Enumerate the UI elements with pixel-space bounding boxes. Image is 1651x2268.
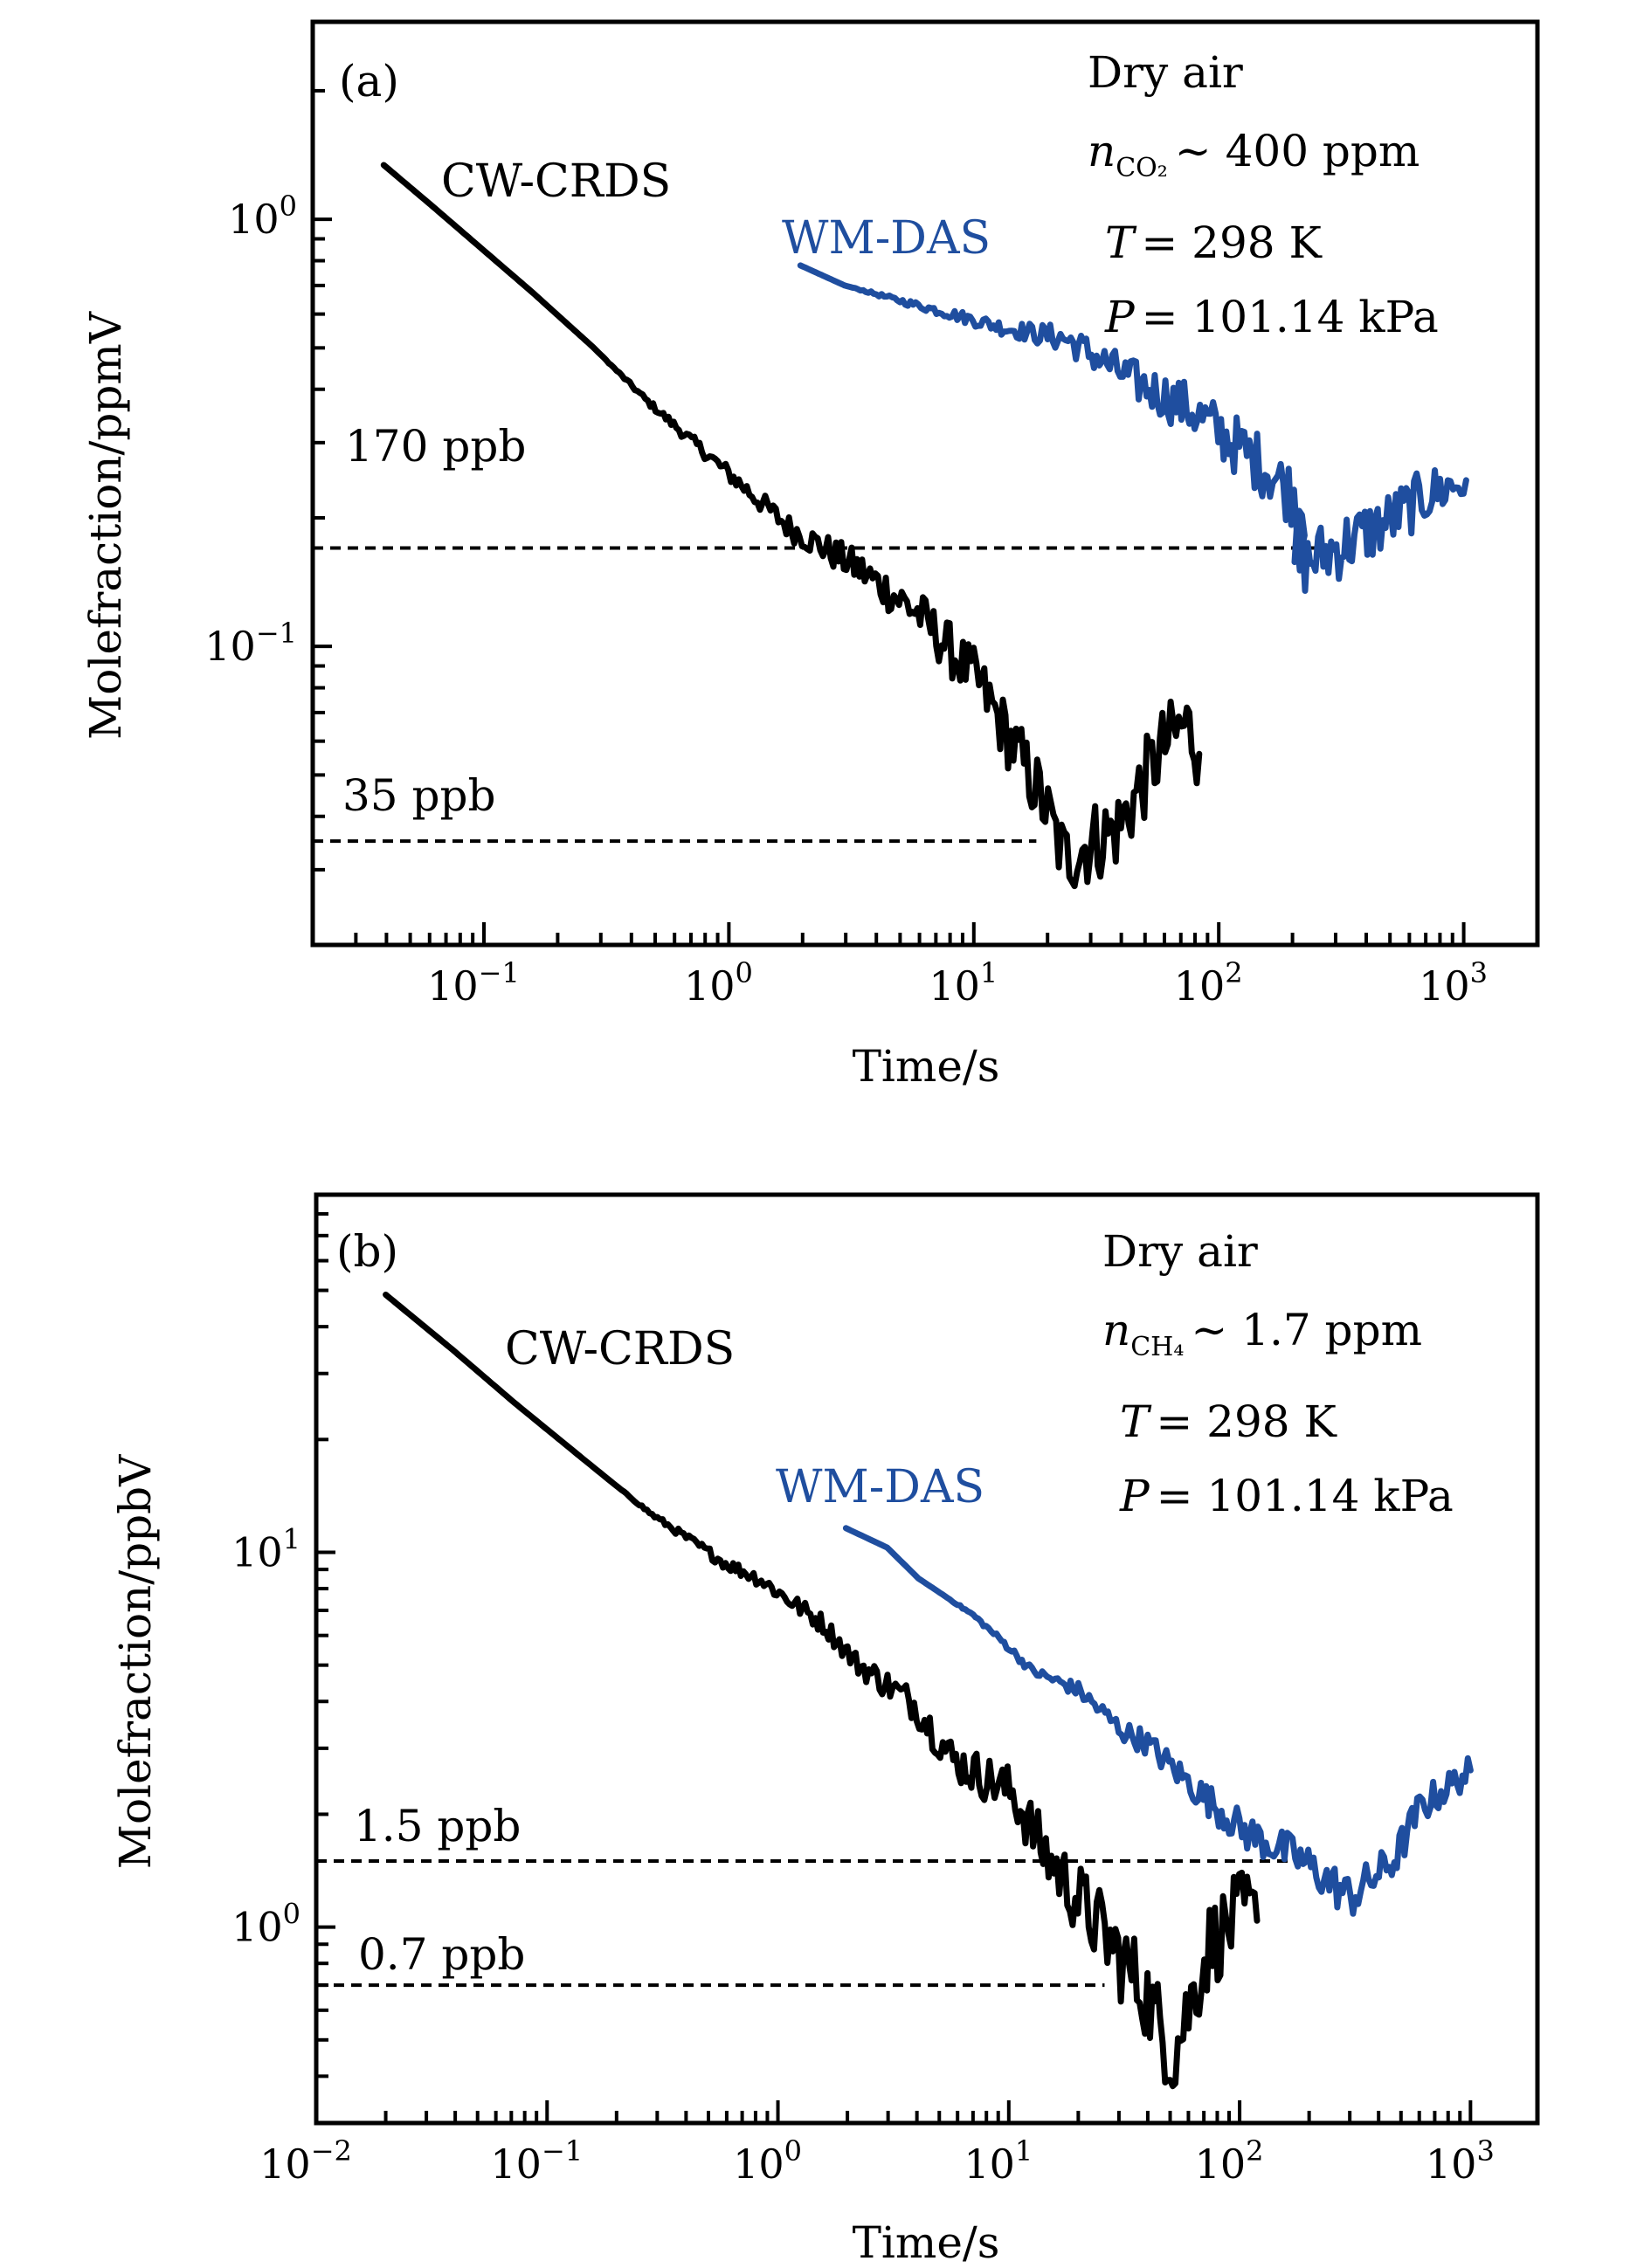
species-sub: CO₂ (1116, 153, 1168, 183)
temp-value: = 298 K (1156, 1396, 1337, 1447)
y-tick-label: 100 (231, 1898, 300, 1951)
panel-a-series-label-wmdas: WM-DAS (782, 212, 991, 265)
panel-a-plot-area (313, 162, 1469, 890)
x-tick-label: 100 (684, 956, 753, 1010)
x-tick-label: 101 (964, 2134, 1033, 2188)
panel-b-label: (b) (336, 1226, 398, 1277)
panel-a-ticks: 10−1 100 101 102 103 100 10−1 (204, 88, 1539, 1010)
panel-b-reference-label-0: 1.5 ppb (354, 1801, 521, 1851)
panel-a-reference-label-0: 170 ppb (345, 421, 526, 472)
panel-a-reference-label-1: 35 ppb (342, 770, 496, 821)
series-line-wm-das (797, 262, 1469, 594)
x-tick-label: 102 (1174, 956, 1243, 1010)
x-tick-label: 10−1 (427, 956, 520, 1010)
panel-a-y-axis-title: Molefraction/ppmV (80, 311, 131, 740)
panel-b-x-axis-title: Time/s (853, 2217, 1000, 2268)
panel-b-condition-gas: Dry air (1102, 1226, 1258, 1277)
x-tick-label: 103 (1419, 956, 1488, 1010)
panel-a-axes-frame (310, 19, 1540, 948)
series-line-cw-crds (383, 1292, 1261, 2090)
temp-value: = 298 K (1141, 217, 1323, 268)
x-tick-label: 10−2 (259, 2134, 352, 2188)
panel-b-conditions: Dry air nCH₄ ∼ 1.7 ppm T = 298 K P = 101.14… (1102, 1226, 1454, 1521)
x-tick-label: 100 (733, 2134, 802, 2188)
panel-b-reference-label-1: 0.7 ppb (358, 1929, 525, 1980)
series-line-wm-das (842, 1525, 1474, 1917)
temp-var: T (1120, 1396, 1152, 1447)
panel-b-condition-pressure: P = 101.14 kPa (1119, 1471, 1454, 1521)
panel-b-series-label-wmdas: WM-DAS (776, 1461, 984, 1513)
panel-b-axes-frame (314, 1192, 1540, 2126)
species-value: ∼ 400 ppm (1175, 126, 1420, 176)
panel-a-label: (a) (339, 56, 399, 107)
temp-var: T (1105, 217, 1137, 268)
pressure-var: P (1104, 292, 1136, 342)
panel-a-x-axis-title: Time/s (853, 1041, 1000, 1092)
x-tick-label: 102 (1195, 2134, 1264, 2188)
panel-a-condition-species: nCO₂ ∼ 400 ppm (1088, 126, 1420, 183)
species-value: ∼ 1.7 ppm (1191, 1305, 1422, 1355)
panel-a-condition-pressure: P = 101.14 kPa (1104, 292, 1439, 342)
panel-a-series-label-cwcrds: CW-CRDS (441, 155, 671, 208)
pressure-value: = 101.14 kPa (1157, 1471, 1454, 1521)
panel-a: 10−1 100 101 102 103 100 10−1 (a) CW-CRDS WM-D… (80, 19, 1540, 1092)
y-tick-label: 101 (231, 1522, 300, 1575)
x-tick-label: 103 (1426, 2134, 1495, 2188)
y-tick-label: 100 (228, 190, 297, 243)
panel-b-ticks: 10−2 10−1 100 101 102 103 101 100 (231, 1193, 1495, 2188)
panel-b: 10−2 10−1 100 101 102 103 101 100 (b) CW-CRDS W… (110, 1192, 1540, 2268)
panel-b-condition-temperature: T = 298 K (1120, 1396, 1337, 1447)
species-sub: CH₄ (1130, 1332, 1184, 1362)
panel-b-series-label-cwcrds: CW-CRDS (505, 1323, 735, 1375)
series-line-cw-crds (380, 162, 1203, 890)
pressure-var: P (1119, 1471, 1150, 1521)
pressure-value: = 101.14 kPa (1142, 292, 1439, 342)
species-var: n (1088, 126, 1116, 176)
panel-a-condition-temperature: T = 298 K (1105, 217, 1323, 268)
x-tick-label: 101 (929, 956, 998, 1010)
y-tick-label: 10−1 (204, 617, 297, 670)
panel-a-condition-gas: Dry air (1088, 47, 1243, 98)
panel-b-y-axis-title: Molefraction/ppbV (110, 1454, 161, 1869)
panel-a-conditions: Dry air nCO₂ ∼ 400 ppm T = 298 K P = 101.14… (1088, 47, 1439, 342)
x-tick-label: 10−1 (490, 2134, 583, 2188)
species-var: n (1102, 1305, 1130, 1355)
panel-b-condition-species: nCH₄ ∼ 1.7 ppm (1102, 1305, 1422, 1362)
panel-b-plot-area (316, 1292, 1474, 2090)
